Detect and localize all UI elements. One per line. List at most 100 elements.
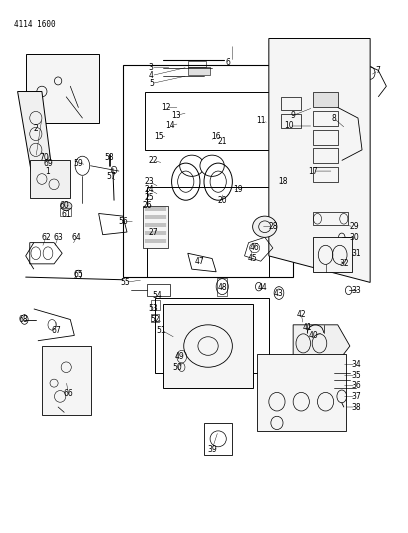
Text: 10: 10 — [284, 122, 294, 131]
Text: 58: 58 — [104, 154, 113, 163]
Text: 46: 46 — [250, 244, 259, 253]
Bar — [123, 65, 293, 277]
Text: 50: 50 — [173, 363, 182, 372]
Text: 52: 52 — [151, 315, 160, 324]
Ellipse shape — [60, 202, 72, 211]
Text: 24: 24 — [144, 185, 154, 194]
Bar — [151, 314, 159, 322]
Text: 22: 22 — [149, 156, 158, 165]
Bar — [281, 97, 301, 110]
Polygon shape — [269, 38, 370, 282]
Text: 69: 69 — [43, 159, 53, 167]
Text: 15: 15 — [155, 132, 164, 141]
Text: 63: 63 — [53, 233, 63, 242]
Text: 23: 23 — [144, 177, 154, 186]
Text: 12: 12 — [161, 103, 170, 112]
Polygon shape — [18, 92, 54, 187]
Text: 42: 42 — [297, 310, 306, 319]
Text: 17: 17 — [308, 166, 318, 175]
Text: 35: 35 — [351, 370, 361, 379]
Bar — [30, 160, 70, 198]
Text: 56: 56 — [118, 217, 128, 226]
Bar — [145, 92, 275, 150]
Bar — [143, 206, 168, 248]
Text: 8: 8 — [331, 114, 336, 123]
Bar — [188, 67, 210, 75]
Bar — [313, 167, 338, 182]
Bar — [281, 114, 301, 127]
Text: 38: 38 — [351, 402, 361, 411]
Text: 28: 28 — [268, 222, 277, 231]
Ellipse shape — [200, 155, 224, 176]
Text: 31: 31 — [351, 249, 361, 258]
Text: 2: 2 — [33, 124, 38, 133]
Text: 13: 13 — [171, 111, 180, 120]
Text: 45: 45 — [248, 254, 257, 263]
Text: 20: 20 — [217, 196, 227, 205]
Bar — [60, 208, 71, 216]
Bar — [313, 92, 338, 108]
Text: 32: 32 — [339, 260, 348, 268]
Text: 55: 55 — [120, 278, 130, 287]
Text: 36: 36 — [351, 381, 361, 390]
Bar — [42, 346, 91, 415]
Bar — [313, 212, 348, 225]
Text: 41: 41 — [302, 323, 312, 332]
Bar — [164, 304, 253, 389]
Text: 9: 9 — [291, 111, 295, 120]
Text: 4: 4 — [149, 71, 154, 80]
Text: 34: 34 — [351, 360, 361, 369]
Text: 64: 64 — [71, 233, 81, 242]
Text: 67: 67 — [51, 326, 61, 335]
Text: 43: 43 — [274, 288, 284, 297]
Text: 51: 51 — [157, 326, 166, 335]
Ellipse shape — [253, 216, 277, 237]
Text: 44: 44 — [258, 283, 268, 292]
Bar — [257, 354, 346, 431]
Text: 29: 29 — [349, 222, 359, 231]
Text: 5: 5 — [149, 79, 154, 88]
Text: 53: 53 — [149, 304, 158, 313]
Text: 27: 27 — [149, 228, 158, 237]
Bar — [147, 187, 269, 277]
Bar — [313, 237, 352, 272]
Text: 21: 21 — [217, 138, 227, 147]
Text: 57: 57 — [106, 172, 116, 181]
Ellipse shape — [180, 155, 204, 176]
Bar — [217, 278, 227, 296]
Text: 59: 59 — [73, 159, 83, 167]
Text: 37: 37 — [351, 392, 361, 401]
Text: 48: 48 — [217, 283, 227, 292]
Text: 1: 1 — [46, 166, 50, 175]
Text: 33: 33 — [351, 286, 361, 295]
Text: 40: 40 — [308, 331, 318, 340]
Text: 7: 7 — [376, 66, 381, 75]
Text: 61: 61 — [62, 210, 71, 219]
Bar — [313, 130, 338, 144]
Text: 4114 1600: 4114 1600 — [13, 20, 55, 29]
Text: 16: 16 — [211, 132, 221, 141]
Text: 39: 39 — [207, 445, 217, 454]
Bar — [151, 301, 160, 310]
Text: 54: 54 — [153, 291, 162, 300]
Text: 26: 26 — [142, 201, 152, 210]
Text: 30: 30 — [349, 233, 359, 242]
Text: 19: 19 — [234, 185, 243, 194]
Text: 66: 66 — [63, 389, 73, 398]
Text: 6: 6 — [226, 58, 231, 67]
Bar — [155, 298, 269, 373]
Bar — [313, 148, 338, 163]
Bar — [26, 54, 99, 123]
Text: 3: 3 — [149, 63, 154, 72]
Bar — [188, 61, 206, 67]
Bar — [204, 423, 233, 455]
Text: 25: 25 — [144, 193, 154, 202]
Text: 65: 65 — [73, 270, 83, 279]
Polygon shape — [293, 325, 350, 362]
Text: 70: 70 — [39, 154, 49, 163]
Bar — [313, 111, 338, 126]
Text: 60: 60 — [59, 201, 69, 210]
Text: 68: 68 — [19, 315, 29, 324]
Text: 18: 18 — [278, 177, 288, 186]
Text: 47: 47 — [195, 257, 205, 265]
